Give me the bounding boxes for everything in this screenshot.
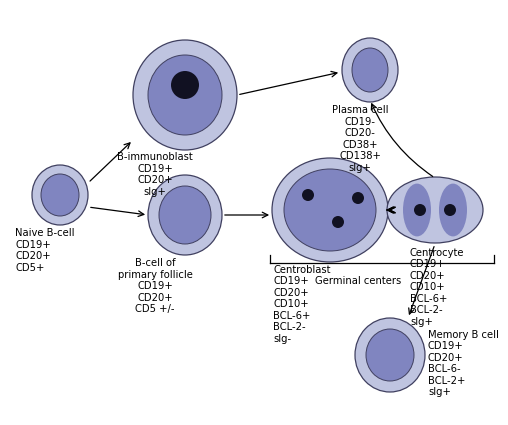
Text: Plasma cell
CD19-
CD20-
CD38+
CD138+
slg+: Plasma cell CD19- CD20- CD38+ CD138+ slg…	[332, 105, 388, 173]
Circle shape	[444, 204, 456, 216]
Circle shape	[302, 189, 314, 201]
Ellipse shape	[272, 158, 388, 262]
Ellipse shape	[355, 318, 425, 392]
Ellipse shape	[439, 184, 467, 236]
Ellipse shape	[159, 186, 211, 244]
Ellipse shape	[171, 71, 199, 99]
Text: Memory B cell: Memory B cell	[428, 330, 499, 340]
Ellipse shape	[133, 40, 237, 150]
Text: Germinal centers: Germinal centers	[315, 276, 401, 286]
Circle shape	[414, 204, 426, 216]
Ellipse shape	[403, 184, 431, 236]
Ellipse shape	[284, 169, 376, 251]
Text: Centrocyte: Centrocyte	[410, 248, 464, 258]
Text: CD19+
CD20+
BCL-6-
BCL-2+
slg+: CD19+ CD20+ BCL-6- BCL-2+ slg+	[428, 341, 465, 397]
Ellipse shape	[366, 329, 414, 381]
Ellipse shape	[148, 55, 222, 135]
Circle shape	[352, 192, 364, 204]
Ellipse shape	[148, 175, 222, 255]
Ellipse shape	[32, 165, 88, 225]
Text: CD19+
CD20+
CD10+
BCL-6+
BCL-2-
slg+: CD19+ CD20+ CD10+ BCL-6+ BCL-2- slg+	[410, 259, 448, 327]
Text: CD19+
CD20+
CD10+
BCL-6+
BCL-2-
slg-: CD19+ CD20+ CD10+ BCL-6+ BCL-2- slg-	[273, 276, 310, 344]
Text: B-cell of
primary follicle
CD19+
CD20+
CD5 +/-: B-cell of primary follicle CD19+ CD20+ C…	[117, 258, 193, 314]
Circle shape	[332, 216, 344, 228]
Ellipse shape	[352, 48, 388, 92]
Ellipse shape	[387, 177, 483, 243]
Text: Naive B-cell
CD19+
CD20+
CD5+: Naive B-cell CD19+ CD20+ CD5+	[15, 228, 75, 273]
Ellipse shape	[342, 38, 398, 102]
Text: Centroblast: Centroblast	[273, 265, 331, 275]
Ellipse shape	[41, 174, 79, 216]
Text: B-immunoblast
CD19+
CD20+
slg+: B-immunoblast CD19+ CD20+ slg+	[117, 152, 193, 197]
